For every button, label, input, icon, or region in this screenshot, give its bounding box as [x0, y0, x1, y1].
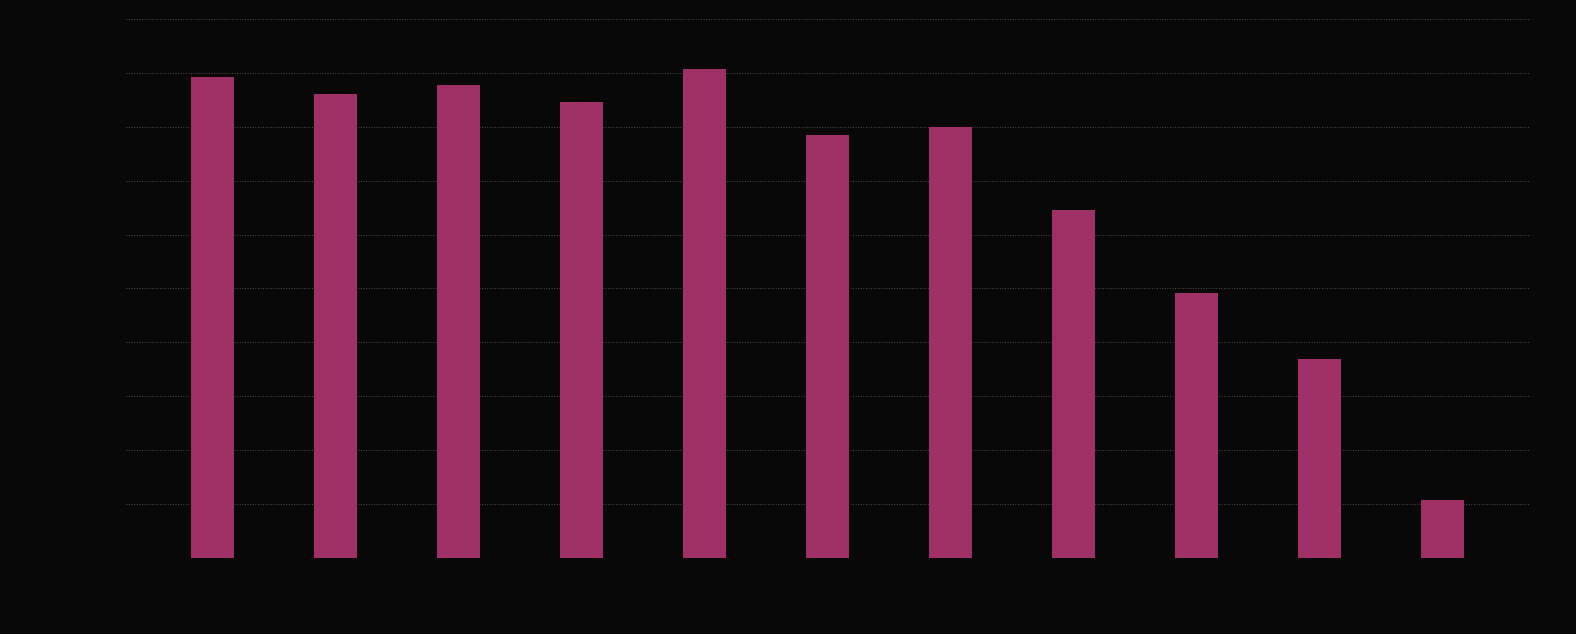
Bar: [928, 127, 972, 558]
Bar: [314, 94, 356, 558]
Bar: [1422, 500, 1464, 558]
Bar: [1176, 293, 1218, 558]
Bar: [805, 135, 849, 558]
Bar: [1051, 210, 1095, 558]
Bar: [191, 77, 233, 558]
Bar: [682, 68, 727, 558]
Bar: [559, 102, 604, 558]
Bar: [1299, 359, 1341, 558]
Bar: [437, 86, 479, 558]
